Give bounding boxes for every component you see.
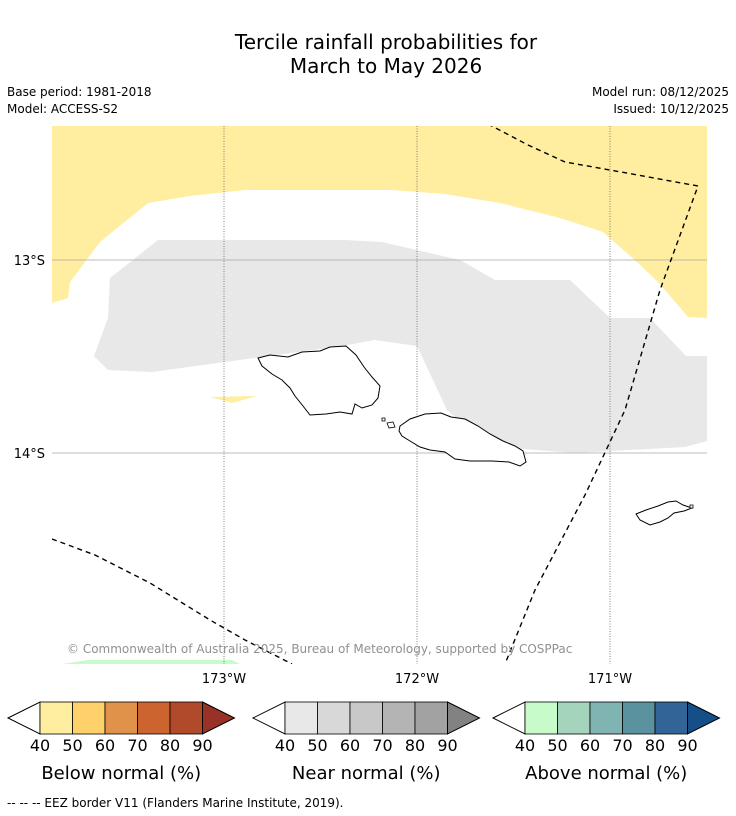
above-legend-title: Above normal (%) — [525, 763, 687, 784]
manono-islet — [386, 421, 396, 429]
near-normal-region — [94, 240, 707, 453]
colorbar-near-normal: 40 50 60 70 80 90 Near normal (%) — [251, 701, 481, 784]
meta-left: Base period: 1981-2018 Model: ACCESS-S2 — [7, 84, 152, 118]
title-line-1: Tercile rainfall probabilities for — [234, 30, 538, 54]
above-swatch-5 — [654, 701, 688, 735]
savaii-island — [257, 345, 381, 416]
below-normal-region — [52, 126, 707, 318]
below-tick-label: 70 — [127, 736, 147, 755]
colorbar-above-normal: 40 50 60 70 80 90 Above normal (%) — [491, 701, 721, 784]
lat-label-14s: 14°S — [14, 447, 45, 462]
above-swatch-1 — [524, 701, 558, 735]
near-arrow-low — [251, 701, 286, 735]
copyright-text: © Commonwealth of Australia 2025, Bureau… — [67, 642, 572, 656]
apolima-islet — [381, 417, 386, 422]
above-arrow-low — [491, 701, 526, 735]
below-swatch-5 — [169, 701, 203, 735]
near-swatch-5 — [414, 701, 448, 735]
meta-right: Model run: 08/12/2025 Issued: 10/12/2025 — [592, 84, 729, 118]
eez-border-east — [490, 126, 699, 664]
chart-title: Tercile rainfall probabilities for March… — [0, 30, 736, 78]
above-arrow-high — [687, 701, 721, 735]
below-normal-patch — [210, 396, 257, 403]
above-swatch-3 — [589, 701, 623, 735]
below-swatch-1 — [39, 701, 73, 735]
model-name: Model: ACCESS-S2 — [7, 102, 119, 116]
near-tick-label: 80 — [405, 736, 425, 755]
tutuila-island — [635, 500, 694, 526]
above-tick-label: 50 — [547, 736, 567, 755]
model-run: Model run: 08/12/2025 — [591, 85, 729, 99]
below-swatch-4 — [137, 701, 171, 735]
near-tick-label: 70 — [372, 736, 392, 755]
below-tick-label: 60 — [95, 736, 115, 755]
below-legend-title: Below normal (%) — [41, 763, 201, 784]
near-tick-label: 40 — [275, 736, 295, 755]
above-tick-label: 80 — [645, 736, 665, 755]
below-arrow-low — [6, 701, 41, 735]
above-tick-label: 60 — [580, 736, 600, 755]
lon-label-173w: 173°W — [202, 672, 246, 687]
lon-label-171w: 171°W — [588, 672, 632, 687]
issued-date: Issued: 10/12/2025 — [613, 102, 729, 116]
above-swatch-4 — [622, 701, 656, 735]
below-tick-label: 80 — [160, 736, 180, 755]
title-line-2: March to May 2026 — [289, 54, 483, 78]
near-tick-label: 50 — [307, 736, 327, 755]
eez-border-southwest — [52, 538, 293, 664]
above-normal-patch — [62, 660, 240, 664]
below-swatch-3 — [104, 701, 138, 735]
legend: 40 50 60 70 80 90 Below normal (%) 40 50 60 70 80 9… — [6, 701, 721, 784]
lat-label-13s: 13°S — [14, 254, 45, 269]
below-tick-label: 40 — [30, 736, 50, 755]
lon-label-172w: 172°W — [395, 672, 439, 687]
eez-footnote: -- -- -- EEZ border V11 (Flanders Marine… — [7, 796, 344, 810]
near-swatch-1 — [284, 701, 318, 735]
near-arrow-high — [447, 701, 481, 735]
near-legend-title: Near normal (%) — [292, 763, 441, 784]
near-tick-label: 60 — [340, 736, 360, 755]
near-swatch-4 — [382, 701, 416, 735]
above-swatch-2 — [557, 701, 591, 735]
near-swatch-2 — [317, 701, 351, 735]
below-tick-label: 90 — [192, 736, 212, 755]
below-swatch-2 — [72, 701, 106, 735]
below-arrow-high — [202, 701, 236, 735]
upolu-island — [398, 412, 527, 467]
above-tick-label: 40 — [515, 736, 535, 755]
base-period: Base period: 1981-2018 — [7, 85, 152, 99]
colorbar-below-normal: 40 50 60 70 80 90 Below normal (%) — [6, 701, 236, 784]
near-tick-label: 90 — [437, 736, 457, 755]
above-tick-label: 70 — [612, 736, 632, 755]
below-tick-label: 50 — [62, 736, 82, 755]
aunuu-islet — [689, 504, 694, 509]
near-swatch-3 — [349, 701, 383, 735]
map: © Commonwealth of Australia 2025, Bureau… — [14, 126, 707, 687]
above-tick-label: 90 — [677, 736, 697, 755]
